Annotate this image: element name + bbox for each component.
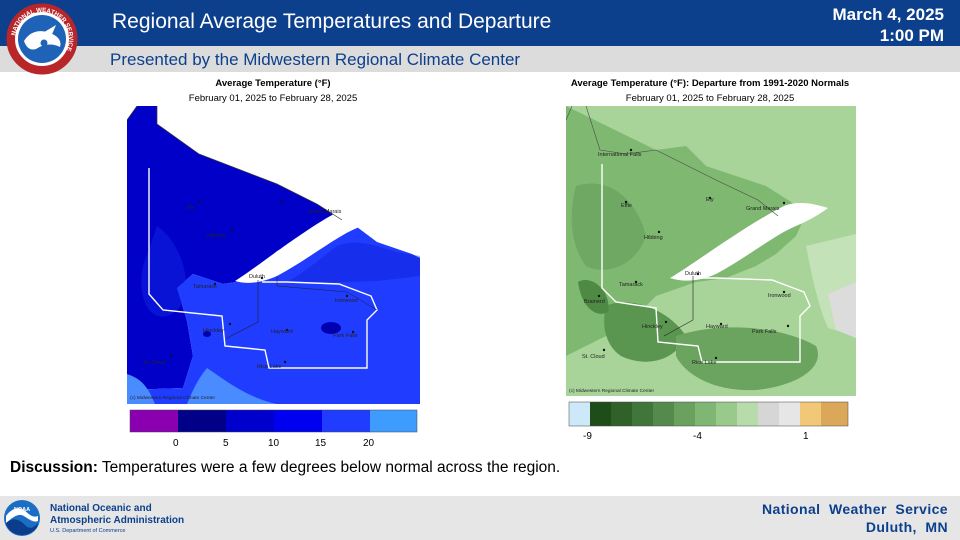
noaa-org-name: National Oceanic and Atmospheric Adminis… bbox=[50, 503, 184, 527]
svg-text:Hinckley: Hinckley bbox=[203, 328, 224, 334]
svg-text:St. Cloud: St. Cloud bbox=[143, 360, 166, 366]
left-legend-ticks: 0 5 10 15 20 bbox=[173, 438, 375, 449]
subheader-bar bbox=[0, 46, 960, 72]
svg-text:Grand Marais: Grand Marais bbox=[308, 209, 342, 215]
svg-text:Hayward: Hayward bbox=[706, 324, 728, 330]
header-bar bbox=[0, 0, 960, 46]
svg-text:Rice Lake: Rice Lake bbox=[692, 360, 716, 366]
left-map-city-labels: Ely Grand Marais Hibbing Duluth Tamarack… bbox=[143, 200, 358, 370]
footer-bar bbox=[0, 496, 960, 540]
svg-text:Brainerd: Brainerd bbox=[584, 299, 605, 305]
right-map-title: Average Temperature (°F): Departure from… bbox=[570, 78, 850, 89]
noaa-org-line2: Atmospheric Administration bbox=[50, 515, 185, 526]
svg-text:Park Falls: Park Falls bbox=[752, 329, 777, 335]
svg-text:Ironwood: Ironwood bbox=[768, 293, 791, 299]
svg-text:Park Falls: Park Falls bbox=[333, 333, 358, 339]
svg-text:Ely: Ely bbox=[187, 205, 195, 211]
discussion: Discussion: Temperatures were a few degr… bbox=[10, 459, 560, 477]
discussion-label: Discussion: bbox=[10, 459, 98, 476]
svg-text:Duluth: Duluth bbox=[249, 274, 265, 280]
page-title: Regional Average Temperatures and Depart… bbox=[112, 10, 552, 33]
left-map-title: Average Temperature (°F) bbox=[215, 78, 331, 89]
svg-text:NOAA: NOAA bbox=[14, 507, 30, 513]
office-line1: National Weather Service bbox=[762, 501, 948, 517]
noaa-logo: NOAA bbox=[4, 500, 40, 536]
left-map-date-range: February 01, 2025 to February 28, 2025 bbox=[188, 93, 358, 104]
average-temperature-map: Ely Grand Marais Hibbing Duluth Tamarack… bbox=[127, 106, 420, 433]
right-map-city-labels: International Falls Effie Ely Grand Mara… bbox=[582, 148, 791, 366]
svg-text:Effie: Effie bbox=[621, 203, 632, 209]
svg-text:Tamarack: Tamarack bbox=[193, 284, 217, 290]
left-map-legend bbox=[129, 409, 418, 433]
left-map-credit: (c) Midwestern Regional Climate Center bbox=[130, 395, 215, 401]
right-map-credit: (c) Midwestern Regional Climate Center bbox=[569, 388, 654, 394]
right-map-date-range: February 01, 2025 to February 28, 2025 bbox=[625, 93, 795, 104]
svg-text:Hinckley: Hinckley bbox=[642, 324, 663, 330]
svg-text:Rice Lake: Rice Lake bbox=[257, 364, 281, 370]
office-name: National Weather Service Duluth, MN bbox=[762, 500, 948, 536]
discussion-text: Temperatures were a few degrees below no… bbox=[97, 459, 561, 476]
svg-text:Ely: Ely bbox=[706, 197, 714, 203]
right-map-legend bbox=[568, 401, 849, 427]
time-text: 1:00 PM bbox=[879, 26, 944, 45]
noaa-dept: U.S. Department of Commerce bbox=[50, 528, 126, 534]
svg-text:Hayward: Hayward bbox=[271, 329, 293, 335]
svg-text:Duluth: Duluth bbox=[685, 271, 701, 277]
svg-text:International Falls: International Falls bbox=[598, 152, 642, 158]
svg-text:St. Cloud: St. Cloud bbox=[582, 354, 605, 360]
office-line2: Duluth, MN bbox=[865, 519, 948, 535]
right-legend-ticks: -9 -4 1 bbox=[583, 431, 809, 442]
svg-text:Hibbing: Hibbing bbox=[644, 235, 663, 241]
noaa-org-line1: National Oceanic and bbox=[50, 503, 152, 514]
svg-text:Grand Marais: Grand Marais bbox=[746, 206, 780, 212]
page-subtitle: Presented by the Midwestern Regional Cli… bbox=[110, 50, 521, 69]
temperature-departure-map: International Falls Effie Ely Grand Mara… bbox=[566, 106, 856, 427]
date-text: March 4, 2025 bbox=[832, 5, 944, 24]
date-time: March 4, 2025 1:00 PM bbox=[832, 4, 944, 46]
svg-text:Ironwood: Ironwood bbox=[335, 298, 358, 304]
svg-text:Hibbing: Hibbing bbox=[207, 233, 226, 239]
nws-logo: NATIONAL WEATHER SERVICE bbox=[6, 3, 78, 75]
svg-text:Tamarack: Tamarack bbox=[619, 282, 643, 288]
